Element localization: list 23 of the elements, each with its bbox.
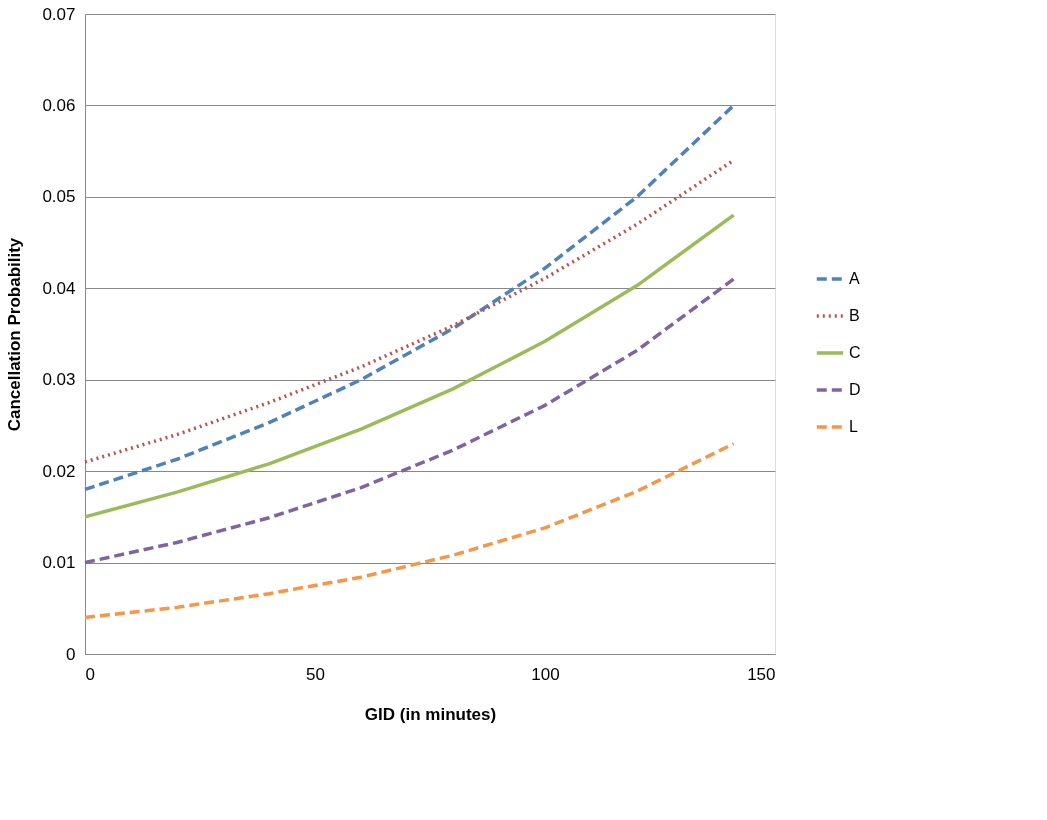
legend-label: C [849,344,861,361]
legend-label: D [849,381,861,398]
legend-label: L [849,418,858,435]
x-axis-title: GID (in minutes) [364,704,497,724]
x-tick-label: 150 [747,664,776,684]
line-series [83,103,736,492]
line-series [83,277,736,565]
y-tick-label: 0 [66,644,76,664]
y-tick-label: 0.06 [42,95,76,115]
y-tick-label: 0.07 [42,4,76,24]
line-series [83,213,736,519]
y-tick-label: 0.04 [42,278,76,298]
x-tick-label: 100 [531,664,560,684]
legend-label: B [849,307,860,324]
y-tick-label: 0.05 [42,187,76,207]
x-tick-label: 50 [306,664,325,684]
x-tick-label: 0 [85,664,95,684]
y-tick-label: 0.02 [42,461,76,481]
line-series [83,441,736,620]
y-tick-label: 0.03 [42,370,76,390]
y-axis-title: Cancellation Probability [5,237,25,432]
legend-label: A [849,270,860,287]
y-tick-label: 0.01 [42,553,76,573]
